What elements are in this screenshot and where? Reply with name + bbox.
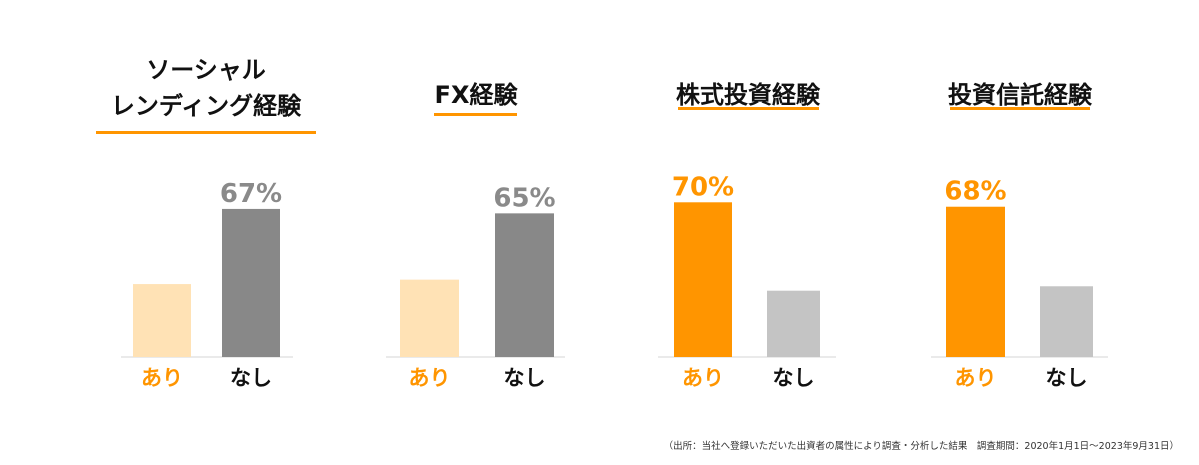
title-underline (950, 107, 1090, 110)
title-underline (678, 107, 819, 110)
chart-title: 株式投資経験 (608, 77, 888, 113)
category-label-nashi: なし (504, 366, 546, 390)
chart-group-2: あり 65% なし (386, 183, 565, 390)
bar-nashi (767, 290, 820, 357)
title-underline (434, 113, 517, 116)
chart-title: ソーシャルレンディング経験 (66, 52, 346, 124)
chart-group-1: あり 67% なし (121, 179, 293, 390)
bar-nashi (222, 208, 280, 357)
source-footnote: （出所：当社へ登録いただいた出資者の属性により調査・分析した結果 調査期間：20… (663, 441, 1179, 452)
category-label-ari: あり (409, 366, 451, 390)
chart-title-line: FX経験 (434, 81, 518, 109)
title-underline (96, 131, 316, 134)
chart-group-3: 70% あり なし (658, 172, 836, 390)
data-label: 70% (672, 172, 734, 202)
chart-title-line: レンディング経験 (110, 92, 302, 120)
category-label-nashi: なし (230, 366, 272, 390)
data-label: 67% (220, 179, 282, 209)
bar-nashi (1040, 286, 1093, 357)
bar-nashi (495, 213, 554, 357)
chart-title-line: ソーシャル (146, 56, 266, 84)
chart-title: FX経験 (336, 77, 616, 113)
bar-ari (400, 279, 459, 357)
chart-title-line: 株式投資経験 (676, 81, 820, 109)
bar-ari (133, 284, 191, 357)
bar-ari (674, 202, 732, 357)
category-label-ari: あり (682, 366, 724, 390)
chart-title: 投資信託経験 (880, 77, 1160, 113)
category-label-nashi: なし (773, 366, 815, 390)
category-label-ari: あり (141, 366, 183, 390)
category-label-nashi: なし (1046, 366, 1088, 390)
chart-group-4: 68% あり なし (931, 177, 1108, 390)
category-label-ari: あり (955, 366, 997, 390)
data-label: 68% (944, 177, 1006, 207)
chart-title-line: 投資信託経験 (948, 81, 1092, 109)
bar-ari (946, 206, 1005, 357)
data-label: 65% (493, 183, 555, 213)
